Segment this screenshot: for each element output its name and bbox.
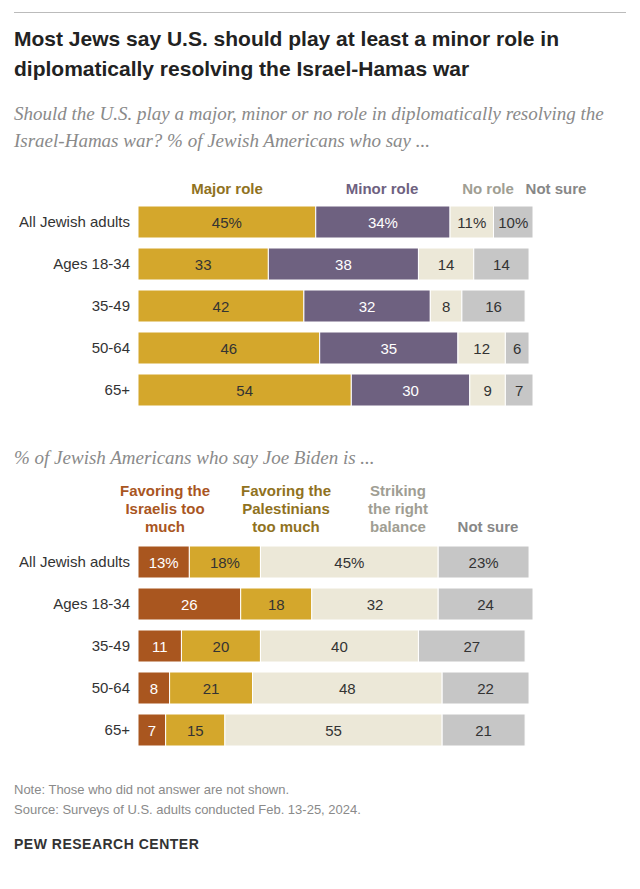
svg-text:13%: 13% [149, 554, 179, 571]
svg-text:Ages 18-34: Ages 18-34 [53, 595, 130, 612]
html-text:Should the U.S. play a major,: Should the U.S. play a major, minor or n… [14, 103, 604, 151]
html-text:Not sure: Not sure [457, 518, 519, 535]
svg-text:18%: 18% [210, 554, 240, 571]
html-text:Major role: Major role [191, 180, 263, 197]
html-text:% of Jewish Americans who say: % of Jewish Americans who say Joe Biden … [14, 447, 375, 468]
svg-text:27: 27 [463, 638, 480, 655]
svg-text:55: 55 [325, 722, 342, 739]
html-text:Note: Those who did not answer: Note: Those who did not answer are not s… [14, 782, 290, 797]
svg-text:45%: 45% [334, 554, 364, 571]
svg-text:33: 33 [195, 256, 212, 273]
svg-text:15: 15 [187, 722, 204, 739]
svg-text:22: 22 [477, 680, 494, 697]
svg-text:16: 16 [485, 298, 502, 315]
html-text:PEW RESEARCH CENTER: PEW RESEARCH CENTER [14, 836, 200, 852]
svg-text:42: 42 [213, 298, 230, 315]
svg-text:20: 20 [213, 638, 230, 655]
svg-text:All Jewish adults: All Jewish adults [19, 213, 130, 230]
svg-text:26: 26 [181, 596, 198, 613]
svg-text:50-64: 50-64 [92, 339, 130, 356]
svg-text:12: 12 [473, 340, 490, 357]
html-text:No role: No role [462, 180, 514, 197]
svg-text:48: 48 [339, 680, 356, 697]
svg-text:Ages 18-34: Ages 18-34 [53, 255, 130, 272]
html-text:Minor role: Minor role [345, 180, 419, 197]
svg-text:35: 35 [380, 340, 397, 357]
html-text:Favoring the Israelis too much: Favoring the Israelis too much [120, 482, 210, 535]
svg-text:38: 38 [335, 256, 352, 273]
svg-text:30: 30 [402, 382, 419, 399]
svg-text:21: 21 [203, 680, 220, 697]
svg-text:35-49: 35-49 [92, 637, 130, 654]
svg-text:50-64: 50-64 [92, 679, 130, 696]
html-text:Most Jews say U.S. should play: Most Jews say U.S. should play at least … [14, 27, 559, 80]
html-text:Striking the right balance: Striking the right balance [368, 482, 428, 535]
svg-text:23%: 23% [469, 554, 499, 571]
svg-text:65+: 65+ [105, 381, 131, 398]
svg-text:6: 6 [513, 340, 521, 357]
svg-text:11%: 11% [457, 214, 486, 231]
svg-text:40: 40 [331, 638, 348, 655]
svg-text:14: 14 [438, 256, 455, 273]
html-text:Not sure: Not sure [525, 180, 587, 197]
svg-text:54: 54 [236, 382, 253, 399]
svg-text:7: 7 [148, 722, 156, 739]
html-text:Source: Surveys of U.S. adults: Source: Surveys of U.S. adults conducted… [14, 802, 361, 817]
svg-text:46: 46 [221, 340, 238, 357]
svg-text:All Jewish adults: All Jewish adults [19, 553, 130, 570]
svg-text:24: 24 [477, 596, 494, 613]
html-text:Favoring the Palestinians too: Favoring the Palestinians too much [241, 482, 331, 535]
svg-text:11: 11 [152, 638, 168, 655]
svg-text:8: 8 [150, 680, 158, 697]
svg-text:18: 18 [268, 596, 285, 613]
svg-text:32: 32 [367, 596, 384, 613]
svg-text:10%: 10% [498, 214, 528, 231]
svg-text:65+: 65+ [105, 721, 131, 738]
svg-text:45%: 45% [212, 214, 242, 231]
svg-text:14: 14 [493, 256, 510, 273]
svg-text:8: 8 [442, 298, 450, 315]
svg-text:34%: 34% [368, 214, 398, 231]
svg-text:32: 32 [359, 298, 376, 315]
svg-text:9: 9 [483, 382, 491, 399]
svg-text:7: 7 [515, 382, 523, 399]
svg-text:21: 21 [475, 722, 492, 739]
svg-text:35-49: 35-49 [92, 297, 130, 314]
